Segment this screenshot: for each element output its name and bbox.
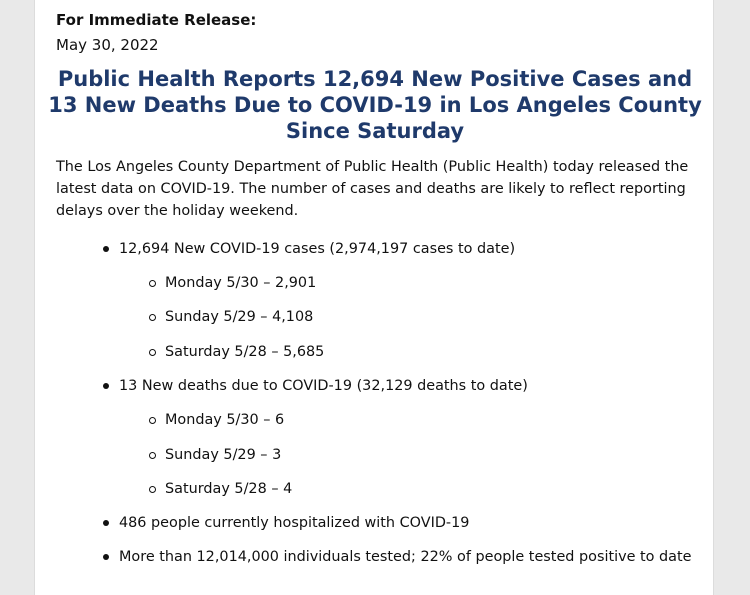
bullet-dot-icon [103, 383, 109, 389]
bullet-circle-icon [149, 314, 156, 321]
intro-line: delays over the holiday weekend. [56, 203, 299, 219]
bullet-dot-icon [103, 246, 109, 252]
sub-item-cases-saturday: Saturday 5/28 – 5,685 [149, 342, 325, 362]
bullet-circle-icon [149, 486, 156, 493]
sub-item-text: Sunday 5/29 – 4,108 [165, 309, 314, 325]
headline-line: Public Health Reports 12,694 New Positiv… [57, 67, 693, 91]
list-item-text: 486 people currently hospitalized with C… [119, 515, 470, 531]
sub-item-deaths-saturday: Saturday 5/28 – 4 [149, 479, 293, 499]
list-item-deaths: 13 New deaths due to COVID-19 (32,129 de… [103, 376, 528, 396]
release-label: For Immediate Release: [56, 11, 257, 29]
sub-item-deaths-sunday: Sunday 5/29 – 3 [149, 445, 282, 465]
list-item-hospitalized: 486 people currently hospitalized with C… [103, 513, 470, 533]
sub-item-deaths-monday: Monday 5/30 – 6 [149, 410, 285, 430]
bullet-circle-icon [149, 349, 156, 356]
intro-paragraph: The Los Angeles County Department of Pub… [56, 156, 706, 222]
bullet-dot-icon [103, 554, 109, 560]
sub-item-cases-monday: Monday 5/30 – 2,901 [149, 273, 317, 293]
bullet-circle-icon [149, 452, 156, 459]
headline: Public Health Reports 12,694 New Positiv… [45, 66, 705, 144]
intro-line: The Los Angeles County Department of Pub… [56, 159, 689, 175]
sub-item-text: Monday 5/30 – 2,901 [165, 275, 317, 291]
sub-item-cases-sunday: Sunday 5/29 – 4,108 [149, 307, 314, 327]
sub-item-text: Sunday 5/29 – 3 [165, 447, 282, 463]
headline-line: 13 New Deaths Due to COVID-19 in Los Ang… [48, 93, 702, 117]
bullet-circle-icon [149, 280, 156, 287]
sub-item-text: Saturday 5/28 – 4 [165, 481, 293, 497]
bullet-circle-icon [149, 417, 156, 424]
list-item-text: 12,694 New COVID-19 cases (2,974,197 cas… [119, 241, 516, 257]
bullet-dot-icon [103, 520, 109, 526]
sub-item-text: Saturday 5/28 – 5,685 [165, 344, 325, 360]
press-release-page: For Immediate Release: May 30, 2022 Publ… [34, 0, 714, 595]
list-item-cases: 12,694 New COVID-19 cases (2,974,197 cas… [103, 239, 516, 259]
intro-line: latest data on COVID-19. The number of c… [56, 181, 686, 197]
list-item-text: More than 12,014,000 individuals tested;… [119, 549, 692, 565]
list-item-tested: More than 12,014,000 individuals tested;… [103, 547, 692, 567]
sub-item-text: Monday 5/30 – 6 [165, 412, 285, 428]
release-date: May 30, 2022 [56, 36, 159, 54]
headline-line: Since Saturday [285, 119, 465, 143]
list-item-text: 13 New deaths due to COVID-19 (32,129 de… [119, 378, 528, 394]
